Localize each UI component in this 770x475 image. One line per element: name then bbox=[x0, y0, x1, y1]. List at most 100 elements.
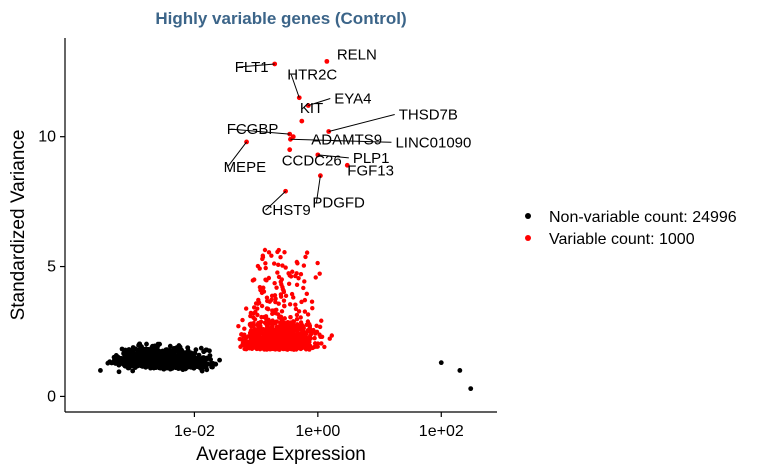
variable-point bbox=[252, 317, 258, 322]
variable-point bbox=[290, 269, 295, 274]
nonvariable-point bbox=[173, 359, 178, 365]
nonvariable-point bbox=[129, 357, 135, 363]
nonvariable-point bbox=[217, 357, 222, 363]
variable-point bbox=[277, 334, 282, 340]
variable-point bbox=[298, 315, 303, 320]
variable-point bbox=[279, 277, 285, 282]
x-tick-label: 1e-02 bbox=[174, 423, 215, 440]
legend-label-nonvariable: Non-variable count: 24996 bbox=[549, 209, 737, 226]
nonvariable-point bbox=[118, 358, 124, 364]
x-axis-title: Average Expression bbox=[196, 444, 366, 465]
nonvariable-point bbox=[203, 361, 209, 367]
variable-point bbox=[303, 345, 308, 351]
variable-point bbox=[275, 330, 280, 336]
variable-point bbox=[301, 263, 307, 268]
nonvariable-point bbox=[143, 356, 149, 361]
variable-point bbox=[263, 265, 268, 271]
variable-point bbox=[305, 312, 311, 317]
variable-point bbox=[283, 265, 288, 270]
variable-point bbox=[303, 254, 308, 260]
variable-point bbox=[291, 333, 296, 338]
nonvariable-points bbox=[98, 341, 474, 392]
gene-label: EYA4 bbox=[334, 91, 371, 108]
gene-label-connectors bbox=[227, 63, 395, 211]
variable-point bbox=[289, 291, 295, 297]
variable-point bbox=[280, 263, 285, 268]
nonvariable-point bbox=[144, 341, 149, 347]
variable-point bbox=[298, 271, 304, 277]
nonvariable-point bbox=[145, 347, 150, 352]
variable-point bbox=[309, 299, 315, 304]
variable-point bbox=[318, 334, 323, 340]
variable-point bbox=[302, 309, 308, 314]
variable-point bbox=[319, 318, 324, 323]
gene-label: CCDC26 bbox=[282, 153, 342, 170]
variable-point bbox=[251, 305, 257, 310]
variable-point bbox=[267, 299, 272, 304]
variable-point bbox=[293, 302, 298, 307]
variable-point bbox=[300, 324, 305, 329]
variable-point bbox=[263, 337, 268, 342]
nonvariable-point bbox=[188, 358, 194, 364]
labeled-gene-point bbox=[287, 147, 293, 153]
variable-point bbox=[294, 259, 300, 265]
variable-point bbox=[282, 250, 287, 255]
gene-label: THSD7B bbox=[399, 107, 458, 124]
variable-point bbox=[294, 339, 299, 345]
variable-point bbox=[279, 282, 284, 287]
variable-point bbox=[278, 320, 283, 326]
variable-points bbox=[236, 58, 350, 352]
nonvariable-point bbox=[153, 364, 159, 369]
nonvariable-point bbox=[150, 343, 156, 349]
variable-point bbox=[282, 303, 287, 308]
variable-point bbox=[312, 335, 317, 341]
variable-point bbox=[275, 270, 280, 275]
x-tick-label: 1e+02 bbox=[419, 423, 464, 440]
variable-point bbox=[260, 254, 266, 260]
variable-point bbox=[257, 285, 263, 290]
nonvariable-point bbox=[176, 349, 182, 355]
variable-point bbox=[304, 250, 310, 255]
x-tick-label: 1e+00 bbox=[295, 423, 340, 440]
variable-point bbox=[276, 262, 281, 267]
variable-point bbox=[237, 336, 242, 342]
variable-point bbox=[265, 306, 271, 312]
nonvariable-point bbox=[166, 351, 172, 357]
nonvariable-point bbox=[438, 360, 444, 366]
legend-marker-nonvariable bbox=[525, 213, 531, 219]
gene-label: FLT1 bbox=[235, 59, 269, 76]
variable-point bbox=[285, 341, 291, 346]
variable-point bbox=[242, 332, 247, 337]
variable-point bbox=[329, 333, 335, 338]
nonvariable-point bbox=[135, 350, 141, 356]
variable-point bbox=[294, 312, 300, 318]
gene-label-line bbox=[317, 154, 349, 159]
gene-label-line bbox=[230, 128, 290, 135]
nonvariable-point bbox=[185, 345, 191, 351]
variable-point bbox=[263, 261, 268, 266]
variable-point bbox=[243, 306, 249, 311]
labeled-gene-point bbox=[324, 58, 330, 64]
legend-marker-variable bbox=[525, 235, 531, 241]
variable-point bbox=[276, 344, 282, 350]
nonvariable-point bbox=[123, 359, 129, 365]
variable-point bbox=[291, 295, 296, 300]
variable-point bbox=[274, 285, 279, 290]
y-axis-ticks: 0 5 10 bbox=[38, 129, 65, 405]
variable-point bbox=[296, 276, 301, 281]
variable-point bbox=[272, 308, 277, 313]
nonvariable-point bbox=[131, 346, 137, 352]
variable-point bbox=[304, 331, 309, 337]
variable-point bbox=[269, 253, 274, 258]
variable-point bbox=[288, 315, 293, 320]
nonvariable-point bbox=[213, 361, 219, 367]
variable-point bbox=[251, 320, 256, 326]
nonvariable-point bbox=[136, 360, 142, 365]
variable-point bbox=[289, 329, 294, 334]
variable-point bbox=[319, 341, 324, 346]
gene-label-line bbox=[308, 98, 331, 107]
variable-point bbox=[279, 309, 285, 314]
gene-label: KIT bbox=[300, 100, 323, 117]
variable-point bbox=[271, 261, 277, 266]
gene-label: PLP1 bbox=[353, 150, 390, 167]
